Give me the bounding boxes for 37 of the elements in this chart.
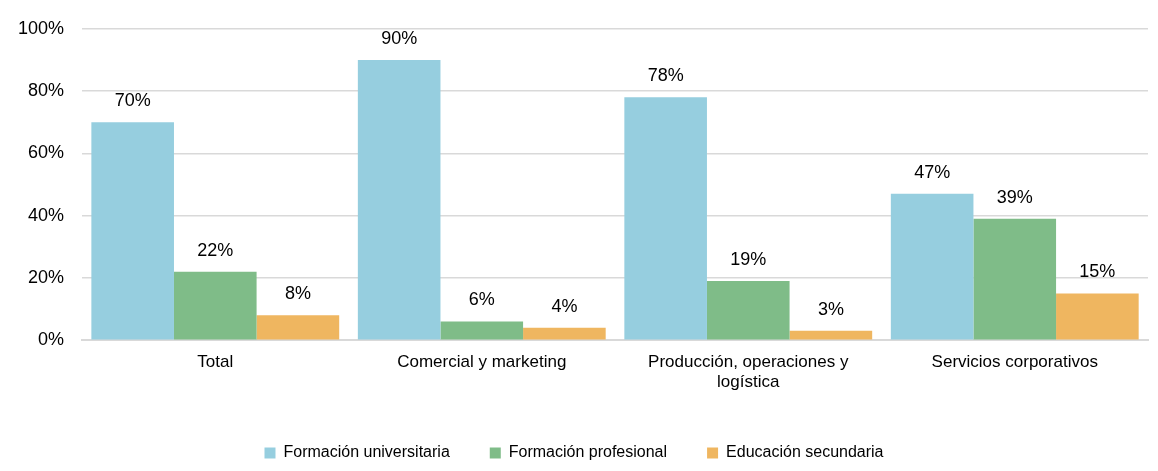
bar: [357, 59, 441, 340]
data-label: 90%: [381, 27, 418, 48]
data-label: 3%: [817, 298, 844, 319]
y-tick-label: 0%: [38, 329, 65, 350]
data-label: 70%: [114, 90, 151, 111]
bar: [256, 315, 340, 340]
bar: [91, 122, 174, 340]
legend-label: Formación universitaria: [283, 443, 450, 461]
bar: [440, 321, 524, 340]
bar: [173, 271, 257, 340]
legend-label: Formación profesional: [508, 443, 668, 461]
data-label: 8%: [284, 283, 311, 304]
y-tick-label: 60%: [28, 142, 65, 163]
data-label: 15%: [1079, 261, 1116, 282]
data-label: 6%: [468, 289, 495, 310]
y-tick-label: 80%: [28, 80, 65, 101]
bar: [973, 218, 1057, 340]
data-label: 78%: [647, 65, 684, 86]
y-tick-label: 20%: [28, 266, 65, 287]
x-tick-label: Comercial y marketing: [397, 352, 567, 372]
bar: [789, 330, 873, 340]
y-tick-label: 40%: [28, 204, 65, 225]
bar: [1056, 293, 1139, 340]
x-tick-label: Servicios corporativos: [931, 352, 1098, 372]
bar: [523, 327, 606, 340]
bar: [890, 193, 974, 340]
data-label: 22%: [197, 239, 234, 260]
bar: [624, 97, 707, 340]
data-label: 47%: [914, 161, 951, 182]
data-label: 39%: [996, 186, 1033, 207]
data-label: 4%: [551, 295, 578, 316]
x-tick-label: Producción, operaciones y logística: [648, 352, 849, 392]
bar: [706, 281, 790, 340]
y-tick-label: 100%: [17, 17, 65, 38]
legend-label: Educación secundaria: [726, 443, 884, 461]
data-label: 19%: [730, 249, 767, 269]
x-tick-label: Total: [197, 352, 234, 372]
